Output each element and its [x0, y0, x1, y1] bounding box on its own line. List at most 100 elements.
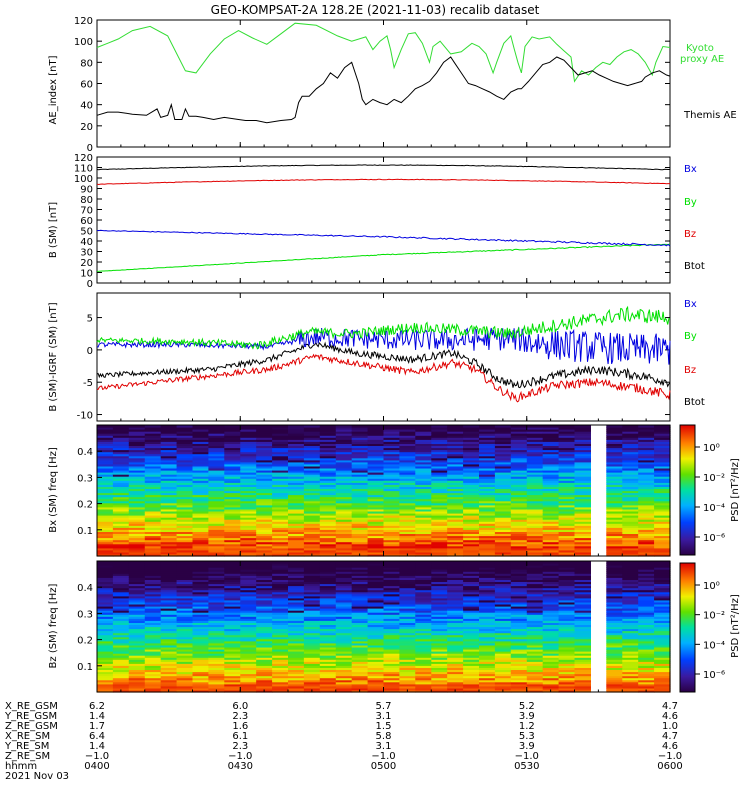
- bz-spec-cell: [542, 561, 560, 564]
- bz-spec-cell: [303, 577, 321, 580]
- bz-spec-cell: [224, 599, 241, 603]
- bx-spec-cell: [319, 474, 337, 477]
- bz-spec-cell: [335, 665, 353, 668]
- bx-spec-cell: [526, 433, 544, 436]
- bx-spec-cell: [144, 465, 162, 469]
- bx-spec-cell: [303, 457, 321, 461]
- bz-spec-cell: [192, 628, 209, 632]
- bz-spec-cell: [288, 616, 305, 619]
- bz-spec-cell: [638, 587, 655, 591]
- bz-spec-cell: [447, 581, 464, 585]
- bx-spec-cell: [224, 443, 241, 446]
- bz-spec-cell: [367, 624, 385, 628]
- bz-spec-cell: [558, 595, 576, 599]
- bx-spec-cell: [654, 506, 671, 510]
- bx-spec-cell: [192, 494, 209, 498]
- bx-spec-cell: [510, 468, 528, 471]
- bz-spec-cell: [208, 579, 225, 582]
- legend-dB-bz: Bz: [684, 365, 696, 376]
- bz-spec-cell: [335, 608, 353, 611]
- bz-spec-cell: [415, 595, 432, 599]
- bx-spec-cell: [192, 457, 209, 461]
- bx-spec-cell: [574, 474, 591, 477]
- bx-spec-cell: [447, 486, 464, 489]
- bx-spec-cell: [160, 527, 178, 530]
- bz-spec-cell: [654, 655, 671, 658]
- bz-spec-cell: [288, 667, 305, 670]
- bx-spec-cell: [240, 521, 257, 524]
- bx-spec-cell: [463, 425, 480, 428]
- bz-spec-cell: [319, 565, 337, 568]
- bz-spec-cell: [399, 561, 416, 564]
- bx-spec-cell: [415, 463, 432, 467]
- bz-spec-cell: [463, 653, 480, 656]
- bx-spec-cell: [606, 433, 623, 436]
- bz-spec-cell: [319, 618, 337, 621]
- bx-spec-cell: [112, 449, 130, 453]
- bx-spec-cell: [128, 527, 146, 530]
- bz-spec-cell: [192, 667, 209, 670]
- bx-spec-cell: [272, 474, 289, 477]
- bx-spec-cell: [272, 425, 289, 428]
- bz-spec-cell: [415, 563, 432, 566]
- bx-spec-cell: [367, 545, 385, 549]
- bz-spec-cell: [479, 563, 496, 566]
- bz-spec-cell: [399, 593, 416, 597]
- bz-spec-cell: [176, 589, 194, 593]
- bz-spec-cell: [128, 569, 146, 572]
- bx-spec-cell: [176, 549, 194, 553]
- bz-spec-cell: [144, 563, 162, 566]
- bx-spec-cell: [256, 455, 273, 459]
- bx-spec-cell: [224, 527, 241, 530]
- bx-spec-cell: [606, 451, 623, 455]
- bx-spec-cell: [606, 441, 623, 444]
- bz-spec-cell: [399, 587, 416, 591]
- bx-spec-cell: [399, 482, 416, 485]
- bx-spec-cell: [319, 533, 337, 537]
- bz-spec-ytick-label-0: 0.1: [77, 662, 93, 673]
- bz-spec-cell: [240, 657, 257, 660]
- bz-spec-cell: [415, 585, 432, 589]
- bx-spec-cell: [447, 511, 464, 514]
- bz-spec-cell: [144, 618, 162, 621]
- bz-spec-cell: [288, 583, 305, 587]
- bx-spec-cell: [160, 441, 178, 444]
- bx-spec-cell: [272, 490, 289, 494]
- bx-spec-cell: [208, 478, 225, 481]
- bz-spec-cell: [510, 618, 528, 621]
- bz-spec-cell: [303, 640, 321, 644]
- bz-spec-cell: [383, 655, 400, 658]
- bx-spec-cell: [319, 457, 337, 461]
- bz-spec-cell: [176, 571, 194, 574]
- b-ytick-label-7: 70: [80, 206, 93, 217]
- bx-spec-cell: [494, 451, 512, 455]
- bz-spec-cell: [112, 653, 130, 656]
- bx-spec-cell: [383, 511, 400, 514]
- bx-spec-cell: [510, 515, 528, 518]
- bx-spec-cell: [431, 543, 448, 547]
- bx-spec-cell: [303, 425, 321, 428]
- bz-spec-cell: [622, 638, 639, 642]
- bz-spec-cell: [288, 671, 305, 675]
- bx-spec-cell: [208, 533, 225, 537]
- bz-spec-cell: [367, 647, 385, 650]
- bz-spec-cell: [638, 634, 655, 638]
- bz-spec-cell: [558, 601, 576, 605]
- bz-spec-cell: [256, 636, 273, 640]
- bx-spec-cell: [367, 490, 385, 494]
- bx-spec-cell: [319, 539, 337, 543]
- bz-spec-cell: [97, 587, 114, 591]
- bx-spec-cell: [542, 537, 560, 541]
- bz-spec-cell: [272, 630, 289, 634]
- bx-spec-cell: [654, 508, 671, 512]
- bz-spec-cell: [256, 647, 273, 650]
- bx-spec-cell: [303, 468, 321, 471]
- b-series-by: [96, 243, 671, 272]
- bx-spec-cell: [112, 484, 130, 487]
- bz-spec-cell: [526, 630, 544, 634]
- bx-spec-cell: [256, 527, 273, 530]
- bx-spec-cell: [526, 465, 544, 469]
- bz-spec-cell: [176, 573, 194, 576]
- bz-spec-cell: [431, 577, 448, 580]
- bx-spec-cell: [367, 500, 385, 504]
